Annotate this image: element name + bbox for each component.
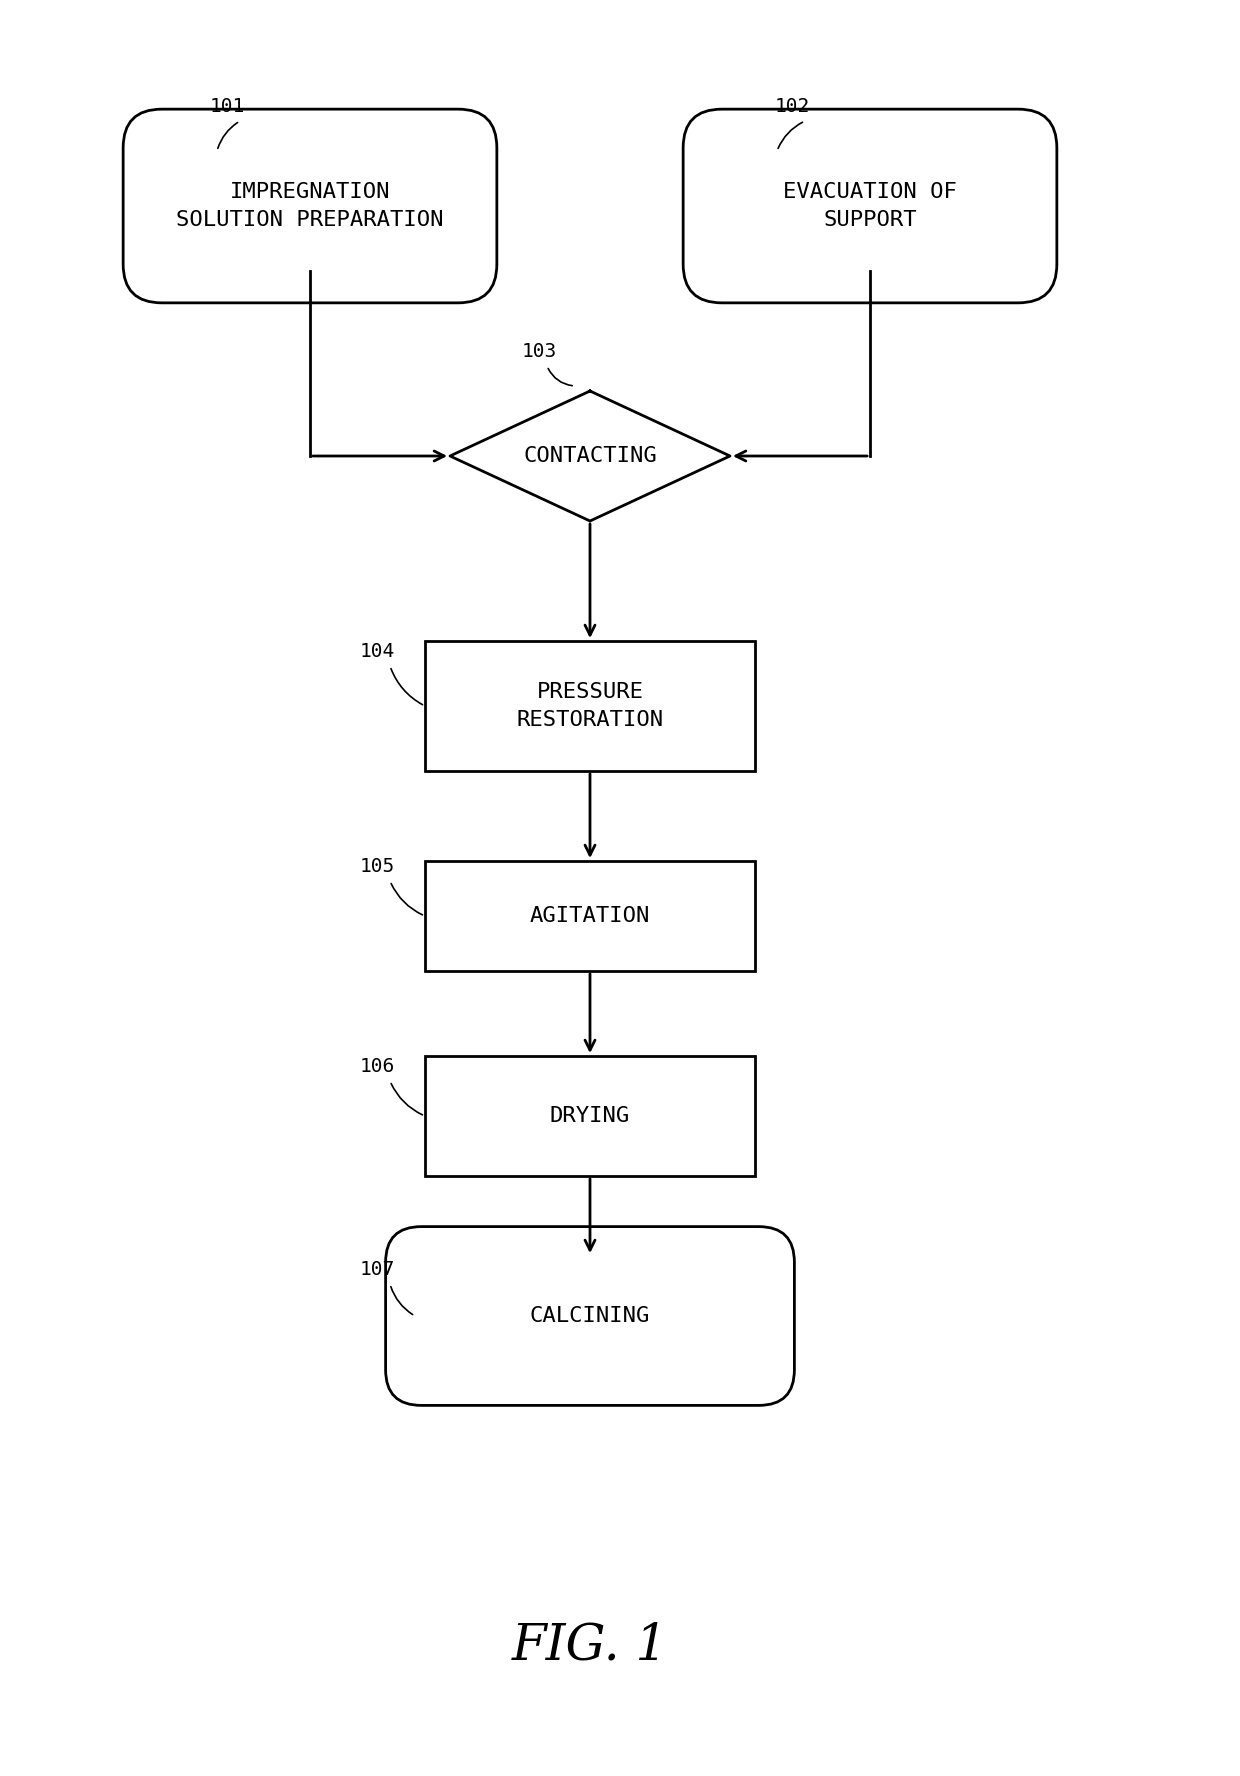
Polygon shape (450, 391, 730, 520)
FancyBboxPatch shape (123, 108, 497, 304)
Text: 106: 106 (360, 1057, 396, 1076)
Text: AGITATION: AGITATION (529, 906, 650, 925)
Text: IMPREGNATION
SOLUTION PREPARATION: IMPREGNATION SOLUTION PREPARATION (176, 181, 444, 231)
Bar (425, 861, 755, 971)
Text: 103: 103 (522, 343, 557, 361)
Bar (425, 641, 755, 771)
Text: 105: 105 (360, 858, 396, 876)
Text: FIG. 1: FIG. 1 (512, 1621, 668, 1671)
Text: DRYING: DRYING (549, 1106, 630, 1126)
Text: 104: 104 (360, 641, 396, 661)
Text: CONTACTING: CONTACTING (523, 446, 657, 465)
FancyBboxPatch shape (386, 1227, 795, 1405)
FancyBboxPatch shape (683, 108, 1056, 304)
Text: 107: 107 (360, 1259, 396, 1279)
Text: 102: 102 (775, 98, 810, 115)
Bar (425, 1057, 755, 1176)
Text: 101: 101 (210, 98, 246, 115)
Text: PRESSURE
RESTORATION: PRESSURE RESTORATION (516, 682, 663, 730)
Text: EVACUATION OF
SUPPORT: EVACUATION OF SUPPORT (784, 181, 957, 231)
Text: CALCINING: CALCINING (529, 1305, 650, 1327)
